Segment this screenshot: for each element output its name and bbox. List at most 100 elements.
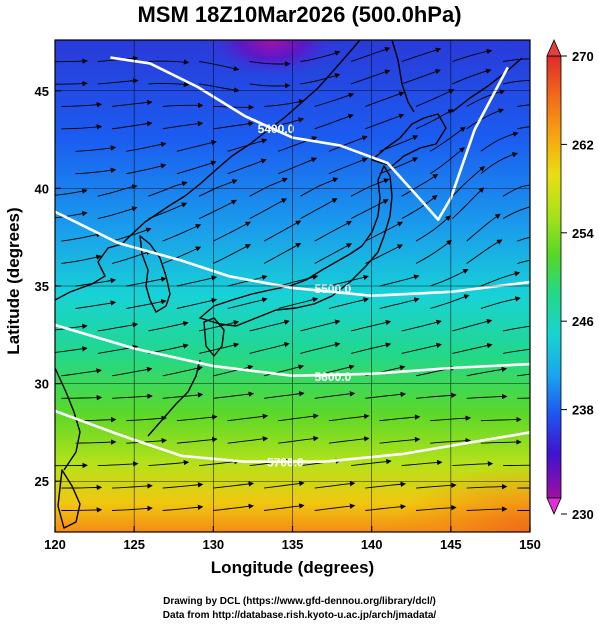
streamline-57 — [415, 392, 457, 399]
streamline-194 — [249, 83, 291, 89]
streamline-106 — [379, 274, 420, 287]
china-southeast-coast — [55, 367, 81, 471]
streamline-45 — [328, 413, 370, 422]
streamline-133 — [198, 199, 237, 220]
streamline-46 — [379, 414, 421, 422]
streamline-22 — [148, 459, 190, 467]
contour-line-5700.0 — [55, 409, 530, 464]
streamline-17 — [415, 482, 457, 489]
streamline-18 — [466, 483, 508, 490]
streamline-152 — [176, 160, 217, 175]
streamline-175 — [314, 114, 354, 130]
streamline-198 — [452, 68, 492, 85]
chart-title: MSM 18Z10Mar2026 (500.0hPa) — [137, 2, 462, 27]
streamline-179 — [517, 126, 530, 130]
streamline-170 — [61, 124, 103, 130]
streamline-11 — [111, 483, 153, 489]
streamline-151 — [126, 163, 167, 175]
streamline-41 — [126, 415, 167, 422]
streamline-108 — [480, 271, 521, 287]
streamline-88 — [452, 318, 493, 332]
streamline-89 — [503, 325, 530, 332]
streamline-61 — [111, 366, 153, 377]
credit-drawing: Drawing by DCL (https://www.gfd-dennou.o… — [163, 596, 436, 607]
contour-label: 5400.0 — [258, 122, 295, 136]
streamline-139 — [502, 206, 530, 219]
streamline-76 — [350, 342, 392, 354]
streamline-38 — [480, 439, 522, 445]
streamline-195 — [300, 73, 341, 85]
streamline-182 — [162, 102, 204, 109]
korea-coast — [139, 235, 171, 313]
streamline-26 — [351, 458, 392, 467]
streamline-14 — [263, 480, 305, 489]
streamline-135 — [300, 198, 338, 219]
streamline-62 — [162, 365, 203, 377]
streamline-102 — [176, 275, 218, 287]
streamline-13 — [213, 481, 254, 489]
contour-line-5400.0 — [110, 56, 509, 221]
streamline-93 — [227, 297, 268, 309]
streamline-177 — [415, 109, 454, 130]
streamline-77 — [401, 342, 442, 354]
streamline-196 — [350, 69, 391, 85]
streamline-125 — [314, 220, 352, 242]
streamline-97 — [430, 294, 470, 309]
y-tick-label: 25 — [35, 474, 49, 489]
streamline-204 — [249, 61, 291, 67]
contour-label: 5600.0 — [315, 370, 352, 384]
streamline-115 — [314, 243, 352, 264]
streamline-156 — [379, 157, 419, 175]
streamline-98 — [480, 296, 521, 309]
x-tick-label: 125 — [123, 537, 145, 552]
streamline-192 — [148, 81, 190, 88]
wind-streamlines — [55, 46, 530, 513]
streamline-167 — [429, 126, 466, 152]
streamline-16 — [365, 481, 406, 489]
streamline-131 — [97, 206, 138, 220]
colorbar-tick-label: 238 — [572, 403, 594, 418]
streamline-1 — [111, 505, 153, 512]
x-tick-label: 145 — [440, 537, 462, 552]
streamline-0 — [61, 507, 103, 513]
streamline-27 — [401, 459, 443, 467]
streamline-107 — [430, 268, 469, 287]
streamline-55 — [314, 391, 356, 399]
streamline-142 — [148, 181, 188, 197]
streamline-197 — [401, 69, 441, 85]
streamline-146 — [350, 178, 390, 197]
contour-label: 5500.0 — [315, 282, 352, 296]
streamline-92 — [176, 297, 218, 309]
colorbar-tick-label: 254 — [572, 226, 594, 241]
streamline-95 — [328, 297, 369, 309]
y-axis-ticks: 25 30 35 40 45 — [35, 84, 61, 489]
ryukyu-coast — [147, 359, 201, 437]
streamline-129 — [517, 236, 530, 242]
streamline-75 — [300, 342, 341, 354]
streamline-168 — [480, 131, 519, 152]
streamline-78 — [452, 342, 493, 354]
streamline-21 — [97, 461, 139, 467]
streamline-154 — [278, 157, 317, 175]
streamline-119 — [517, 259, 530, 264]
streamline-63 — [213, 364, 254, 377]
streamline-208 — [452, 48, 493, 62]
streamline-103 — [227, 274, 268, 287]
streamline-206 — [350, 46, 391, 62]
streamline-189 — [517, 104, 530, 107]
streamline-73 — [198, 342, 240, 354]
streamline-42 — [176, 414, 218, 422]
streamline-172 — [162, 120, 204, 130]
streamline-113 — [213, 244, 251, 264]
x-axis-label: Longitude (degrees) — [210, 558, 375, 577]
streamline-136 — [350, 199, 389, 219]
streamline-60 — [61, 368, 102, 377]
kyushu-coast — [203, 317, 225, 357]
streamline-43 — [227, 413, 269, 422]
y-tick-label: 40 — [35, 181, 49, 196]
colorbar-tick-label: 246 — [572, 314, 594, 329]
x-tick-label: 130 — [202, 537, 224, 552]
streamline-105 — [328, 274, 369, 287]
streamline-137 — [401, 194, 438, 219]
colorbar-tick-label: 230 — [572, 507, 594, 522]
